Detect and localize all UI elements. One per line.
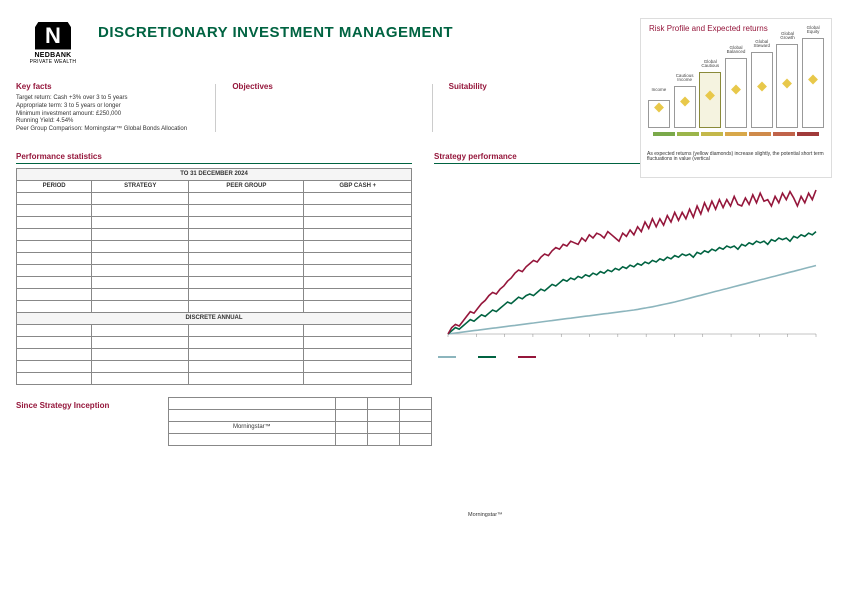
perf-col: PERIOD	[17, 180, 92, 192]
perf-col: GBP CASH +	[304, 180, 412, 192]
perf-stats-title: Performance statistics	[16, 152, 412, 164]
key-fact: Appropriate term: 3 to 5 years or longer	[16, 103, 199, 111]
perf-col: PEER GROUP	[189, 180, 304, 192]
key-facts-title: Key facts	[16, 82, 199, 91]
chart-legend	[434, 350, 826, 358]
key-fact: Peer Group Comparison: Morningstar™ Glob…	[16, 126, 199, 134]
bottom-note: Morningstar™	[468, 512, 808, 518]
logo: N NEDBANK PRIVATE WEALTH	[16, 12, 90, 74]
logo-brand: NEDBANK	[34, 52, 71, 59]
suitability-title: Suitability	[449, 82, 632, 91]
since-title: Since Strategy Inception	[16, 397, 146, 446]
key-fact: Target return: Cash +3% over 3 to 5 year…	[16, 95, 199, 103]
perf-asof: TO 31 DECEMBER 2024	[17, 168, 412, 180]
risk-profile-panel: Risk Profile and Expected returns Income…	[640, 18, 832, 178]
risk-caption: As expected returns (yellow diamonds) in…	[641, 148, 831, 165]
page-title: DISCRETIONARY INVESTMENT MANAGEMENT	[98, 12, 453, 74]
discrete-label: DISCRETE ANNUAL	[17, 312, 412, 324]
perf-stats-table: TO 31 DECEMBER 2024 PERIODSTRATEGYPEER G…	[16, 168, 412, 385]
logo-sub: PRIVATE WEALTH	[30, 59, 77, 65]
objectives-title: Objectives	[232, 82, 415, 91]
key-fact: Minimum investment amount: £250,000	[16, 111, 199, 119]
strategy-perf-chart	[434, 168, 826, 348]
perf-col: STRATEGY	[92, 180, 189, 192]
logo-mark: N	[35, 22, 71, 50]
since-table: Morningstar™	[168, 397, 432, 446]
key-facts-list: Target return: Cash +3% over 3 to 5 year…	[16, 95, 199, 134]
